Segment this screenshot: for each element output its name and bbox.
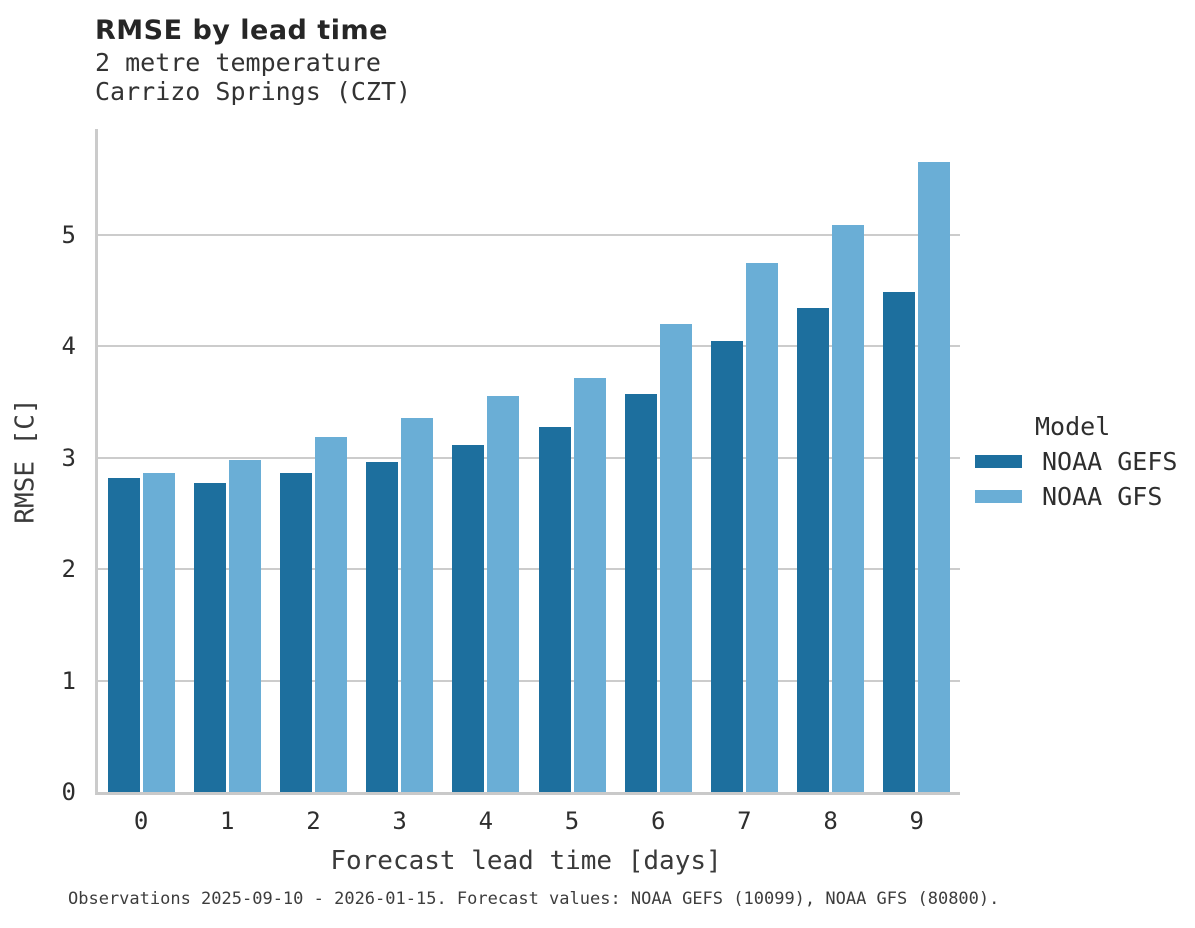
legend-label-gfs: NOAA GFS bbox=[1042, 481, 1163, 511]
bar-noaa-gfs bbox=[745, 262, 778, 792]
gridline bbox=[98, 679, 960, 682]
gridline bbox=[98, 456, 960, 459]
bar-group: 0 bbox=[107, 129, 175, 835]
bar-group: 4 bbox=[452, 129, 520, 835]
x-tick-label: 9 bbox=[909, 807, 924, 835]
bar-noaa-gefs bbox=[538, 426, 571, 792]
y-tick-label: 5 bbox=[61, 220, 76, 249]
bar-noaa-gfs bbox=[832, 224, 865, 792]
bar-noaa-gfs bbox=[142, 473, 175, 792]
bar-group: 1 bbox=[193, 129, 261, 835]
bar-noaa-gfs bbox=[659, 324, 692, 792]
legend-entry-gefs: NOAA GEFS bbox=[975, 446, 1177, 476]
bar-noaa-gfs bbox=[487, 396, 520, 792]
x-tick-label: 3 bbox=[392, 807, 407, 835]
bar-noaa-gefs bbox=[193, 483, 226, 792]
legend-entry-gfs: NOAA GFS bbox=[975, 481, 1177, 511]
gridline bbox=[98, 233, 960, 236]
bar-groups: 0 1 2 3 4 5 6 7 8 9 bbox=[98, 129, 960, 835]
legend-title: Model bbox=[1035, 412, 1111, 441]
x-tick-label: 1 bbox=[220, 807, 235, 835]
bar-noaa-gefs bbox=[883, 291, 916, 792]
gridline bbox=[98, 568, 960, 571]
bar-noaa-gefs bbox=[624, 394, 657, 792]
plot-area: 0 1 2 3 4 5 6 7 8 9 bbox=[95, 129, 960, 835]
bar-noaa-gfs bbox=[401, 417, 434, 792]
chart-subtitle-station: Carrizo Springs (CZT) bbox=[95, 77, 412, 106]
bar-noaa-gfs bbox=[314, 436, 347, 792]
bar-noaa-gfs bbox=[573, 377, 606, 792]
x-tick-label: 6 bbox=[650, 807, 666, 835]
bar-group: 8 bbox=[797, 129, 865, 835]
y-axis-label: RMSE [C] bbox=[11, 397, 42, 524]
x-axis-label: Forecast lead time [days] bbox=[330, 846, 722, 876]
y-tick-label: 3 bbox=[61, 443, 76, 472]
bar-group: 5 bbox=[538, 129, 606, 835]
bar-noaa-gefs bbox=[797, 308, 830, 792]
bar-noaa-gefs bbox=[710, 340, 743, 792]
y-tick-label: 0 bbox=[61, 778, 76, 806]
legend-swatch-gfs bbox=[975, 489, 1022, 503]
bar-noaa-gefs bbox=[366, 462, 399, 792]
x-tick-label: 8 bbox=[823, 807, 838, 835]
bar-group: 3 bbox=[366, 129, 434, 835]
x-tick-label: 7 bbox=[737, 807, 752, 835]
bar-noaa-gefs bbox=[107, 477, 140, 792]
bar-group: 2 bbox=[279, 129, 347, 835]
bar-noaa-gefs bbox=[279, 473, 312, 792]
bar-noaa-gefs bbox=[452, 445, 485, 792]
x-tick-label: 2 bbox=[306, 807, 321, 835]
bar-group: 6 bbox=[624, 129, 692, 835]
y-tick-label: 4 bbox=[61, 332, 76, 361]
bar-group: 9 bbox=[883, 129, 951, 835]
y-tick-label: 2 bbox=[61, 555, 76, 584]
legend-swatch-gefs bbox=[975, 454, 1022, 468]
bar-noaa-gfs bbox=[918, 162, 951, 792]
title-block: RMSE by lead time 2 metre temperature Ca… bbox=[95, 14, 411, 106]
chart-title: RMSE by lead time bbox=[95, 15, 388, 46]
footer-note: Observations 2025-09-10 - 2026-01-15. Fo… bbox=[68, 889, 1000, 909]
x-tick-label: 0 bbox=[133, 807, 149, 835]
gridline bbox=[98, 345, 960, 348]
bar-noaa-gfs bbox=[228, 459, 261, 792]
bar-group: 7 bbox=[710, 129, 778, 835]
x-tick-label: 5 bbox=[564, 807, 580, 835]
legend-label-gefs: NOAA GEFS bbox=[1042, 446, 1178, 476]
legend: Model NOAA GEFS NOAA GFS bbox=[975, 411, 1177, 516]
y-tick-label: 1 bbox=[61, 666, 76, 695]
chart-subtitle-variable: 2 metre temperature bbox=[95, 48, 381, 77]
x-tick-label: 4 bbox=[478, 807, 494, 835]
